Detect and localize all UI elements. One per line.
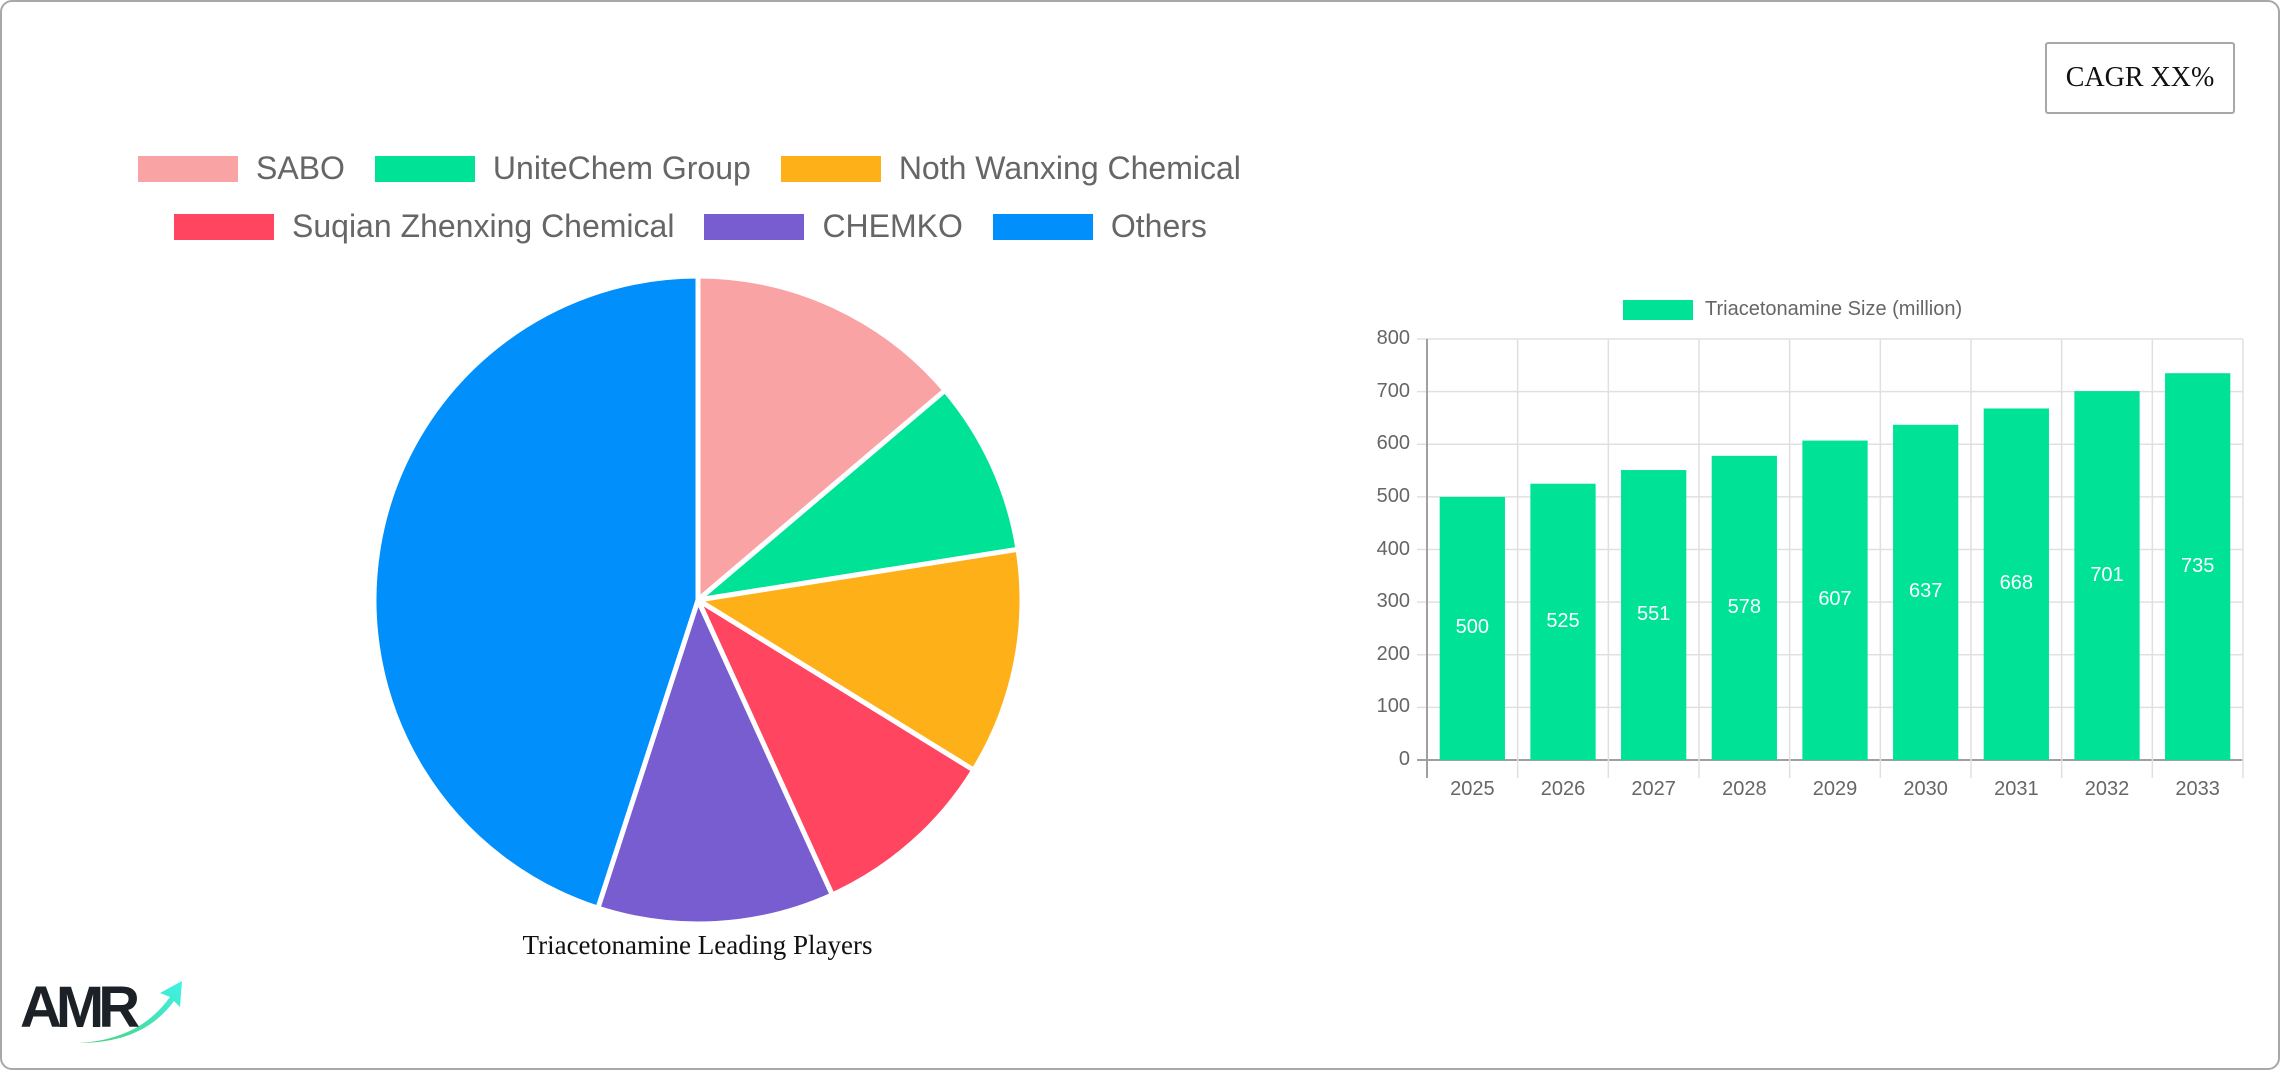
pie-slice-sabo[interactable]: [695, 273, 948, 603]
legend-label: Noth Wanxing Chemical: [898, 150, 1241, 186]
legend-swatch: [174, 213, 274, 240]
pie-legend-row-1: SABO UniteChem Group Noth Wanxing Chemic…: [138, 150, 1271, 187]
bar-value-label: 500: [1455, 616, 1490, 639]
x-tick-label: 2029: [1812, 778, 1858, 800]
cagr-label: CAGR XX%: [2065, 62, 2215, 93]
x-tick-label: 2027: [1631, 778, 1676, 800]
legend-label: Others: [1110, 208, 1207, 244]
legend-swatch: [704, 213, 805, 240]
legend-label: Triacetonamine Size (million): [1705, 298, 1963, 320]
y-tick-label: 100: [1376, 695, 1410, 718]
bar-2033[interactable]: [2165, 373, 2231, 760]
y-tick-label: 500: [1376, 484, 1410, 507]
x-tick-label: 2028: [1722, 778, 1767, 800]
pie-slice-unitechem-group[interactable]: [695, 387, 1021, 603]
logo-text: AMR: [20, 975, 139, 1040]
legend-item-suqian[interactable]: Suqian Zhenxing Chemical: [174, 208, 674, 245]
pie-slice-suqian-zhenxing-chemical[interactable]: [695, 597, 977, 898]
bar-value-label: 735: [2180, 554, 2215, 577]
x-tick-label: 2033: [2175, 778, 2220, 800]
bar-2027[interactable]: [1621, 470, 1687, 760]
y-tick-label: 300: [1376, 590, 1410, 613]
legend-swatch: [138, 155, 238, 182]
bar-2032[interactable]: [2074, 391, 2140, 760]
y-tick-label: 200: [1376, 642, 1410, 665]
legend-swatch: [1623, 299, 1693, 320]
x-tick-label: 2026: [1540, 778, 1586, 800]
bar-value-label: 551: [1636, 603, 1671, 626]
legend-label: SABO: [256, 150, 345, 186]
legend-label: CHEMKO: [822, 208, 963, 244]
bar-2025[interactable]: [1439, 496, 1505, 760]
bar-value-label: 578: [1727, 595, 1762, 618]
y-tick-label: 700: [1376, 379, 1410, 402]
legend-item-noth-wanxing[interactable]: Noth Wanxing Chemical: [780, 150, 1241, 187]
y-tick-label: 400: [1376, 537, 1410, 560]
legend-item-chemko[interactable]: CHEMKO: [704, 208, 963, 245]
bar-legend[interactable]: Triacetonamine Size (million): [1623, 298, 1962, 321]
y-tick-label: 0: [1398, 748, 1410, 770]
bar-value-label: 701: [2090, 563, 2124, 586]
legend-item-others[interactable]: Others: [992, 208, 1207, 245]
bar-value-label: 668: [1999, 572, 2034, 595]
legend-swatch: [780, 155, 881, 182]
bar-2029[interactable]: [1802, 440, 1868, 760]
legend-label: UniteChem Group: [492, 150, 751, 186]
bar-value-label: 607: [1818, 588, 1852, 611]
bar-2030[interactable]: [1893, 424, 1959, 760]
bar-value-label: 525: [1546, 609, 1580, 632]
arrow-icon: [78, 981, 182, 1043]
x-tick-label: 2025: [1450, 778, 1495, 800]
pie-slice-noth-wanxing-chemical[interactable]: [695, 546, 1025, 773]
x-tick-label: 2030: [1903, 778, 1948, 800]
pie-slice-chemko[interactable]: [595, 597, 835, 927]
legend-label: Suqian Zhenxing Chemical: [292, 208, 675, 244]
cagr-badge: CAGR XX%: [2045, 42, 2235, 114]
y-tick-label: 800: [1376, 327, 1410, 349]
legend-swatch: [992, 213, 1093, 240]
pie-slice-others[interactable]: [371, 273, 701, 911]
legend-swatch: [374, 155, 475, 182]
y-tick-label: 600: [1376, 432, 1410, 455]
pie-chart-title: Triacetonamine Leading Players: [522, 930, 873, 960]
bar-2026[interactable]: [1530, 483, 1596, 760]
amr-logo: AMR: [20, 975, 182, 1043]
bar-2028[interactable]: [1711, 455, 1777, 760]
x-tick-label: 2032: [2084, 778, 2130, 800]
bar-value-label: 637: [1908, 580, 1943, 603]
x-tick-label: 2031: [1994, 778, 2039, 800]
legend-item-unitechem[interactable]: UniteChem Group: [374, 150, 751, 187]
bar-2031[interactable]: [1983, 408, 2049, 760]
pie-legend-row-2: Suqian Zhenxing Chemical CHEMKO Others: [174, 208, 1237, 245]
legend-item-sabo[interactable]: SABO: [138, 150, 345, 187]
